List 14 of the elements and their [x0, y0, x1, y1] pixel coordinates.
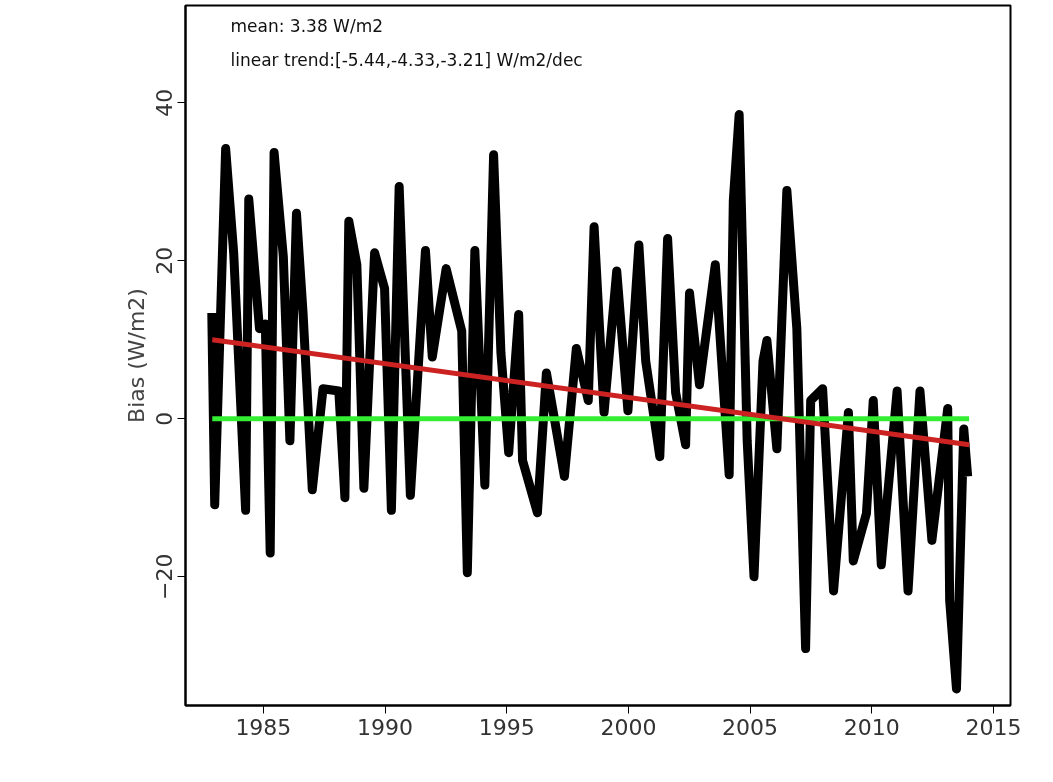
- annotation: mean: 3.38 W/m2: [230, 15, 384, 36]
- x-tick-label: 2005: [722, 714, 779, 740]
- x-tick-label: 1995: [478, 714, 535, 740]
- x-tick-label: 1985: [235, 714, 292, 740]
- x-tick-label: 2000: [600, 714, 657, 740]
- y-tick-label: 40: [152, 88, 178, 117]
- x-tick-label: 2015: [965, 714, 1022, 740]
- annotation: linear trend:[-5.44,-4.33,-3.21] W/m2/dec: [230, 49, 583, 70]
- y-tick-label: 0: [152, 411, 178, 426]
- x-tick-label: 1990: [357, 714, 414, 740]
- y-tick-label: 20: [152, 246, 178, 275]
- y-axis-title: Bias (W/m2): [123, 288, 149, 423]
- y-tick-label: −20: [152, 553, 178, 600]
- x-tick-label: 2010: [843, 714, 900, 740]
